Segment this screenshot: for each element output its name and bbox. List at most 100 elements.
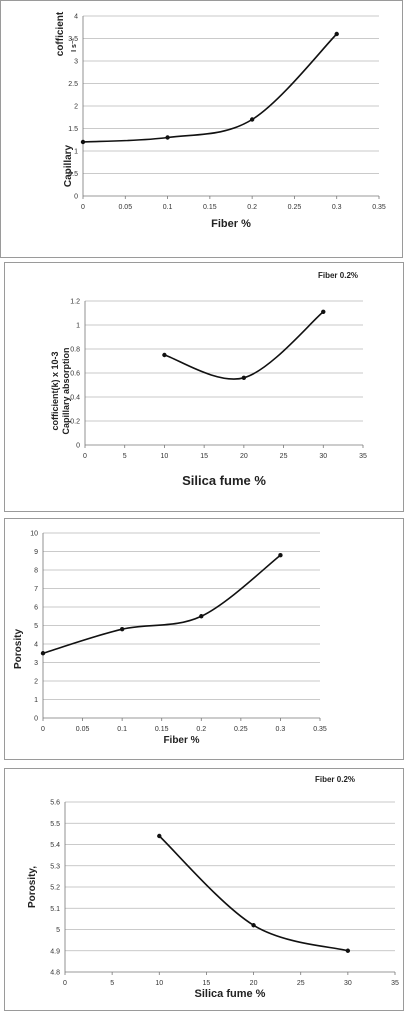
chart-1-y-tick-label: 4: [74, 14, 78, 21]
chart-2-y-tick-label: 1.2: [70, 299, 80, 306]
chart-4-y-axis-title: Porosity,: [27, 866, 38, 908]
chart-4-y-tick-label: 4.9: [50, 948, 60, 955]
chart-1-y-tick-label: 2: [74, 104, 78, 111]
chart-panel-3: 0 0.05 0.1 0.15 0.2 0.25 0.3 0.35 0 1 2 3 4 5 6 7 8 9 10 Fi…: [4, 518, 404, 760]
chart-2-x-tick-label: 10: [161, 453, 169, 460]
chart-1-x-tick-label: 0.2: [247, 204, 257, 211]
chart-4-x-tick-label: 30: [344, 980, 352, 987]
chart-4-x-tick-label: 35: [391, 980, 399, 987]
chart-3-y-tick-label: 7: [34, 586, 38, 593]
chart-2-svg: 0 5 10 15 20 25 30 35 0 0.2 0.4 0.6 0.8 1 1.2 Silica fu…: [50, 271, 367, 488]
chart-3-x-tick-label: 0.3: [276, 726, 286, 733]
chart-2-y-tick-label: 0.2: [70, 419, 80, 426]
chart-panel-2: 0 5 10 15 20 25 30 35 0 0.2 0.4 0.6 0.8 1 1.2 Silica fu…: [4, 262, 404, 512]
chart-2-y-axis-title: cofficient(k) x 10-3: [50, 351, 60, 430]
chart-4-x-tick-label: 0: [63, 980, 67, 987]
chart-4-y-tick-label: 5.1: [50, 906, 60, 913]
chart-3-data-point: [278, 553, 283, 558]
chart-2-y-tick-label: 0.4: [70, 395, 80, 402]
chart-2-y-tick-label: 0.8: [70, 347, 80, 354]
chart-4-svg: 0 5 10 15 20 25 30 35 4.8 4.9 5 5.1 5.2 5.3 5.4 5.5 5.6 S…: [27, 775, 399, 1000]
chart-3-y-tick-label: 4: [34, 642, 38, 649]
chart-3-x-tick-label: 0.35: [313, 726, 327, 733]
chart-1-x-tick-label: 0: [81, 204, 85, 211]
chart-2-x-tick-label: 35: [359, 453, 367, 460]
chart-4-data-point: [345, 948, 351, 953]
chart-3-y-axis-title: Porosity: [13, 629, 24, 669]
chart-4-y-tick-label: 5.3: [50, 863, 60, 870]
chart-2-x-tick-label: 25: [280, 453, 288, 460]
chart-3-data-point: [199, 614, 204, 619]
chart-2-series-line: [164, 311, 324, 380]
chart-3-y-tick-label: 0: [34, 716, 38, 723]
chart-1-x-tick-label: 0.1: [163, 204, 173, 211]
chart-4-y-tick-label: 4.8: [50, 970, 60, 977]
chart-2-data-point: [162, 352, 167, 358]
chart-2-data-point: [321, 309, 326, 314]
chart-3-y-tick-label: 1: [34, 697, 38, 704]
chart-1-series-line: [82, 33, 338, 143]
chart-1-y-axis-title: I s⁻¹: [71, 37, 78, 51]
chart-1-x-tick-label: 0.25: [288, 204, 302, 211]
chart-2-data-point: [241, 375, 247, 380]
chart-3-x-tick-label: 0: [41, 726, 45, 733]
chart-4-series-line: [158, 835, 349, 952]
chart-4-x-tick-label: 5: [110, 980, 114, 987]
chart-1-data-point: [80, 139, 86, 145]
chart-1-svg: 0 0.05 0.1 0.15 0.2 0.25 0.3 0.35 0 0.5 1 1.5 2 2.5 3 3…: [55, 11, 386, 230]
chart-1-x-tick-label: 0.35: [372, 204, 386, 211]
chart-1-x-tick-label: 0.15: [203, 204, 217, 211]
chart-4-x-axis-title: Silica fume %: [195, 988, 266, 1000]
chart-3-y-tick-label: 2: [34, 679, 38, 686]
chart-2-y-tick-label: 1: [76, 323, 80, 330]
chart-1-y-tick-label: 1: [74, 149, 78, 156]
chart-3-x-tick-label: 0.25: [234, 726, 248, 733]
chart-3-series-line: [42, 554, 281, 655]
chart-1-y-axis-title: Capillary: [63, 144, 74, 187]
chart-2-x-tick-label: 30: [319, 453, 327, 460]
chart-1-data-point: [249, 117, 255, 122]
chart-1-x-axis-title: Fiber %: [211, 218, 251, 230]
chart-2-x-tick-label: 15: [200, 453, 208, 460]
chart-4-y-tick-label: 5.4: [50, 842, 60, 849]
chart-3-x-tick-label: 0.1: [117, 726, 127, 733]
chart-4-annotation: Fiber 0.2%: [315, 775, 355, 784]
chart-3-y-tick-label: 3: [34, 660, 38, 667]
chart-4-y-tick-label: 5.2: [50, 885, 60, 892]
chart-1-y-tick-label: 3.5: [68, 36, 78, 43]
chart-1-y-axis-title: cofficient: [55, 11, 66, 56]
chart-3-y-tick-label: 8: [34, 568, 38, 575]
chart-1-data-point: [334, 31, 339, 37]
chart-1-data-point: [165, 135, 170, 140]
chart-1-y-tick-label: 1.5: [68, 126, 78, 133]
chart-1-x-tick-label: 0.3: [332, 204, 342, 211]
chart-3-data-point: [40, 651, 46, 656]
chart-2-y-tick-label: 0.6: [70, 371, 80, 378]
chart-2-y-axis-title: Capillary absorption: [61, 347, 71, 434]
chart-1-y-tick-label: 0: [74, 194, 78, 201]
chart-4-y-tick-label: 5.5: [50, 821, 60, 828]
chart-4-data-point: [157, 833, 162, 839]
chart-1-x-tick-label: 0.05: [118, 204, 132, 211]
chart-3-svg: 0 0.05 0.1 0.15 0.2 0.25 0.3 0.35 0 1 2 3 4 5 6 7 8 9 10 Fi…: [13, 531, 327, 747]
chart-3-x-tick-label: 0.2: [196, 726, 206, 733]
chart-4-x-tick-label: 20: [250, 980, 258, 987]
chart-panel-1: 0 0.05 0.1 0.15 0.2 0.25 0.3 0.35 0 0.5 1 1.5 2 2.5 3 3…: [0, 0, 403, 258]
chart-3-y-tick-label: 6: [34, 605, 38, 612]
chart-2-x-tick-label: 20: [240, 453, 248, 460]
chart-3-y-tick-label: 5: [34, 623, 38, 630]
chart-panel-4: 0 5 10 15 20 25 30 35 4.8 4.9 5 5.1 5.2 5.3 5.4 5.5 5.6 S…: [4, 768, 404, 1011]
chart-4-y-tick-label: 5.6: [50, 800, 60, 807]
chart-3-y-tick-label: 9: [34, 549, 38, 556]
chart-1-y-tick-label: 3: [74, 59, 78, 66]
chart-2-x-axis-title: Silica fume %: [182, 473, 266, 488]
chart-3-x-tick-label: 0.15: [155, 726, 169, 733]
chart-2-x-tick-label: 5: [123, 453, 127, 460]
chart-2-x-tick-label: 0: [83, 453, 87, 460]
chart-3-y-tick-label: 10: [30, 531, 38, 538]
chart-4-x-tick-label: 10: [155, 980, 163, 987]
chart-2-y-tick-label: 0: [76, 443, 80, 450]
chart-1-y-tick-label: 0.5: [68, 171, 78, 178]
chart-3-x-axis-title: Fiber %: [163, 735, 199, 746]
chart-1-y-tick-label: 2.5: [68, 81, 78, 88]
